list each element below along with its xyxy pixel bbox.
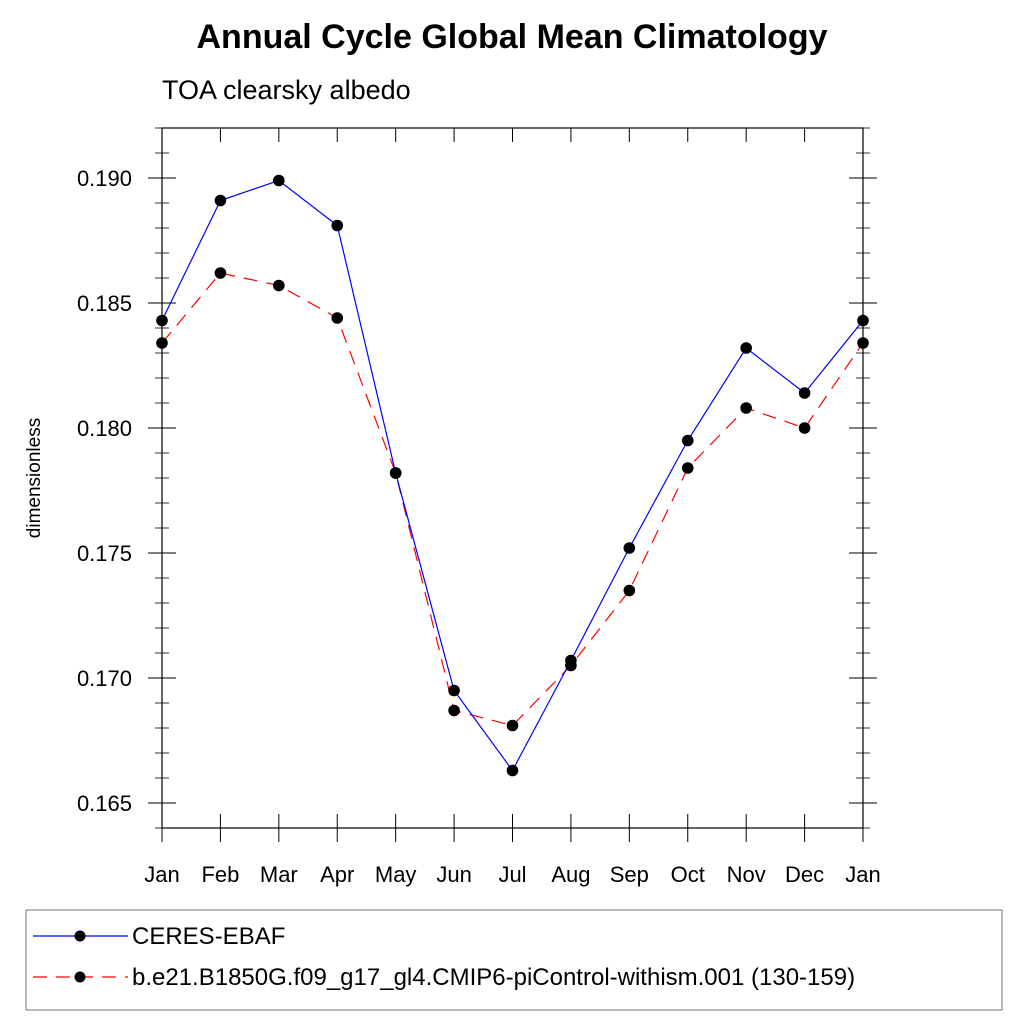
- legend-marker-ceres: [74, 930, 86, 942]
- chart-title: Annual Cycle Global Mean Climatology: [197, 18, 828, 56]
- y-tick-label: 0.185: [77, 291, 132, 316]
- legend-label-model: b.e21.B1850G.f09_g17_gl4.CMIP6-piControl…: [132, 964, 855, 991]
- x-tick-label: Feb: [201, 862, 239, 887]
- series-1-point: [448, 704, 460, 717]
- series-1-point: [273, 279, 285, 292]
- x-tick-label: Jul: [498, 862, 526, 887]
- tick-labels: Jan Feb Mar Apr May Jun Jul Aug Sep Oct Nov Dec Jan 0…: [77, 166, 881, 887]
- series-1-point: [565, 659, 577, 672]
- series-0-point: [331, 219, 344, 232]
- series-1-point: [506, 719, 519, 732]
- x-tick-label: May: [375, 862, 417, 887]
- series-1-point: [798, 422, 811, 434]
- x-tick-label: Jan: [845, 862, 880, 887]
- series-1-point: [389, 467, 402, 479]
- series-1-point: [681, 462, 694, 474]
- x-tick-label: Jan: [144, 862, 179, 887]
- axis-ticks: [148, 127, 877, 842]
- series-0-point: [740, 342, 752, 354]
- y-tick-label: 0.180: [77, 416, 132, 441]
- x-tick-label: Oct: [671, 862, 705, 887]
- x-tick-label: Mar: [260, 862, 298, 887]
- y-tick-label: 0.175: [77, 541, 132, 566]
- y-axis-label: dimensionless: [24, 418, 45, 538]
- series-line-0: [161, 179, 864, 772]
- x-tick-label: Aug: [551, 862, 590, 887]
- legend-marker-model: [74, 971, 86, 983]
- series-0-point: [798, 387, 811, 399]
- series-1-point: [623, 584, 636, 597]
- series-0-point: [681, 434, 694, 447]
- x-tick-label: Dec: [785, 862, 824, 887]
- y-tick-label: 0.170: [77, 666, 132, 691]
- plot-frame: [161, 127, 864, 829]
- series-1-point: [214, 267, 227, 279]
- series-layer: [156, 174, 869, 777]
- series-1-point: [331, 312, 344, 324]
- chart-subtitle: TOA clearsky albedo: [162, 75, 411, 105]
- x-tick-label: Sep: [610, 862, 649, 887]
- legend-box: [25, 909, 1003, 1011]
- legend-item-ceres: CERES-EBAF: [33, 923, 285, 950]
- x-tick-label: Jun: [436, 862, 471, 887]
- series-0-point: [273, 174, 285, 187]
- series-0-point: [214, 194, 227, 207]
- y-tick-label: 0.165: [77, 791, 132, 816]
- series-line-1: [161, 272, 864, 727]
- x-tick-label: Nov: [727, 862, 766, 887]
- legend-item-model: b.e21.B1850G.f09_g17_gl4.CMIP6-piControl…: [33, 964, 855, 991]
- y-tick-label: 0.190: [77, 166, 132, 191]
- series-0-point: [448, 684, 460, 697]
- series-0-point: [506, 764, 519, 777]
- series-0-point: [623, 542, 636, 554]
- series-1-point: [740, 402, 752, 414]
- legend-label-ceres: CERES-EBAF: [132, 923, 285, 950]
- x-tick-label: Apr: [320, 862, 354, 887]
